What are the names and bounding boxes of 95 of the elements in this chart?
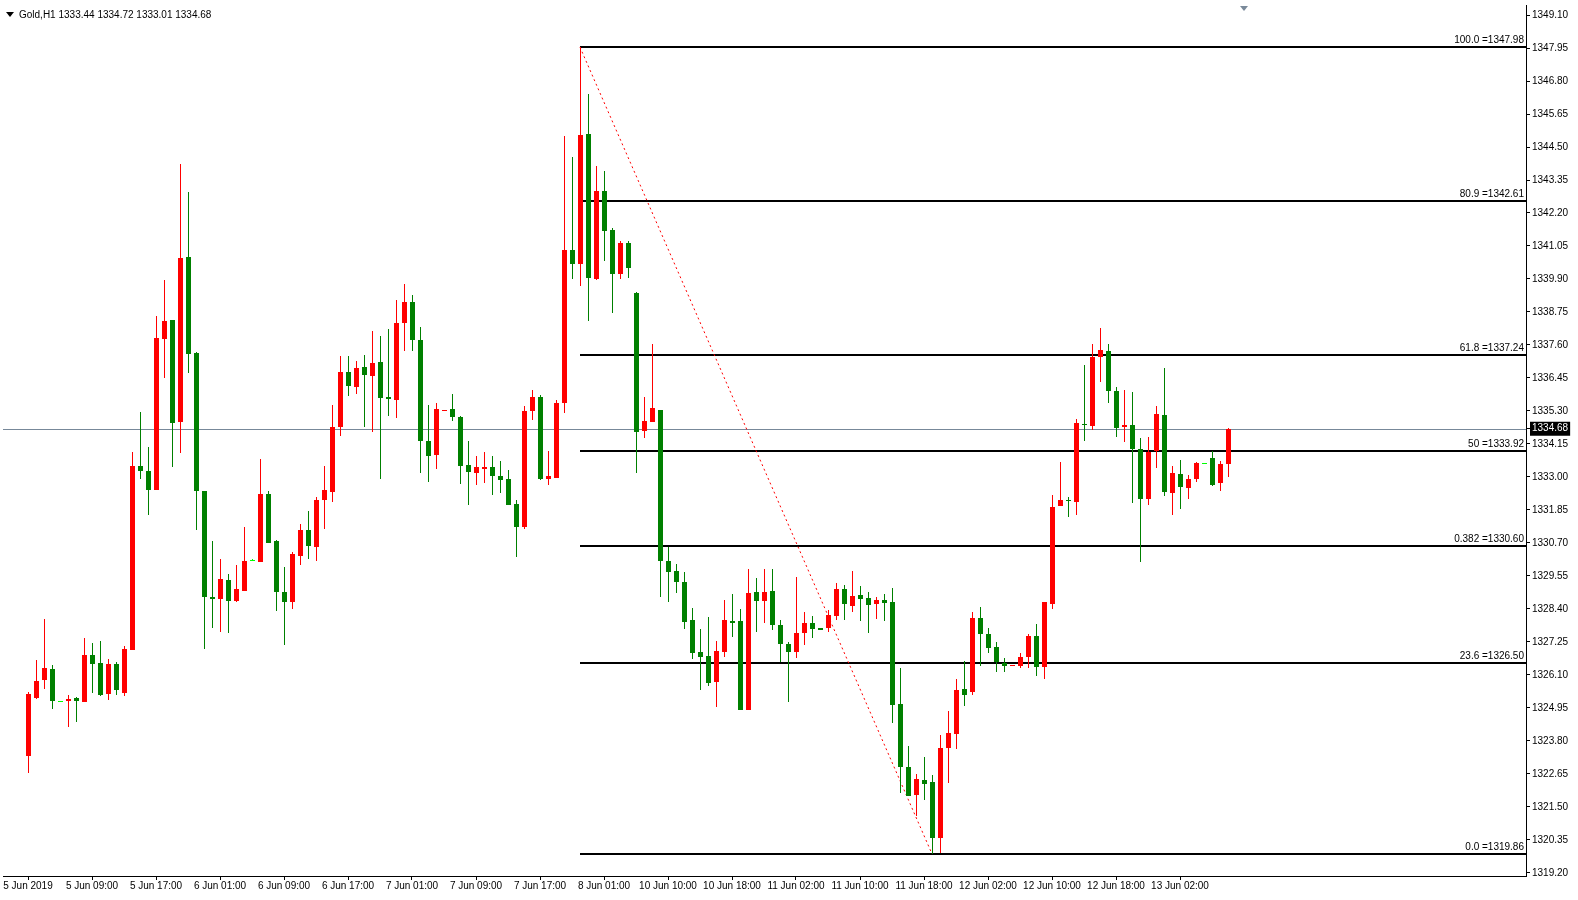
ref-line-label: 50 =1333.92	[1468, 438, 1525, 449]
y-tick-label: 1338.75	[1532, 305, 1569, 317]
x-tick-label: 12 Jun 18:00	[1087, 879, 1146, 891]
x-tick-label: 5 Jun 2019	[3, 879, 54, 891]
candlestick	[1058, 462, 1063, 506]
x-tick-label: 10 Jun 18:00	[703, 879, 762, 891]
y-tick-label: 1323.80	[1532, 734, 1569, 746]
ref-line-label: 100.0 =1347.98	[1454, 34, 1525, 45]
y-tick-label: 1334.15	[1532, 437, 1569, 449]
ref-line-label: 23.6 =1326.50	[1459, 650, 1525, 661]
y-tick-label: 1335.30	[1532, 404, 1569, 416]
x-tick-label: 11 Jun 18:00	[895, 879, 953, 891]
chart-title: Gold,H1 1333.44 1334.72 1333.01 1334.68	[19, 8, 212, 20]
candlestick	[426, 405, 431, 482]
y-tick-label: 1333.00	[1532, 470, 1569, 482]
candlestick	[210, 541, 215, 628]
candlestick	[322, 466, 327, 529]
candlestick	[1082, 365, 1087, 441]
y-tick-label: 1342.20	[1532, 206, 1569, 218]
y-tick-label: 1327.25	[1532, 635, 1569, 647]
candlestick	[66, 695, 71, 727]
y-tick-label: 1343.35	[1532, 173, 1569, 185]
x-tick-label: 13 Jun 02:00	[1151, 879, 1210, 891]
candlestick	[362, 355, 367, 427]
x-tick-label: 11 Jun 10:00	[831, 879, 889, 891]
y-tick-label: 1321.50	[1532, 800, 1569, 812]
candlestick	[474, 456, 479, 485]
x-tick-label: 12 Jun 10:00	[1023, 879, 1082, 891]
candlestick	[874, 597, 879, 619]
y-tick-label: 1336.45	[1532, 371, 1569, 383]
candlestick	[498, 461, 503, 493]
candlestick	[42, 619, 47, 689]
candlestick	[546, 451, 551, 485]
ref-line-label: 61.8 =1337.24	[1459, 342, 1525, 353]
candlestick	[946, 711, 951, 783]
y-tick-label: 1337.60	[1532, 338, 1569, 350]
y-tick-label: 1344.50	[1532, 140, 1569, 152]
candlestick	[962, 661, 967, 706]
x-tick-label: 6 Jun 17:00	[321, 879, 375, 891]
candlestick	[570, 157, 575, 279]
y-tick-label: 1330.70	[1532, 536, 1569, 548]
candlestick	[1066, 497, 1071, 517]
candlestick	[882, 594, 887, 621]
y-tick-label: 1331.85	[1532, 503, 1569, 515]
x-tick-label: 12 Jun 02:00	[959, 879, 1018, 891]
ref-line-label: 80.9 =1342.61	[1459, 188, 1525, 199]
y-tick-label: 1334.68	[1532, 422, 1569, 434]
y-tick-label: 1345.65	[1532, 107, 1569, 119]
y-tick-label: 1326.10	[1532, 668, 1569, 680]
candlestick	[698, 629, 703, 690]
x-tick-label: 5 Jun 09:00	[65, 879, 119, 891]
y-tick-label: 1349.10	[1532, 8, 1569, 20]
candlestick	[866, 592, 871, 633]
y-tick-label: 1319.20	[1532, 866, 1569, 878]
x-tick-label: 6 Jun 09:00	[257, 879, 311, 891]
candlestick	[650, 344, 655, 422]
x-tick-label: 7 Jun 17:00	[513, 879, 567, 891]
candlestick	[786, 642, 791, 702]
candlestick	[754, 578, 759, 632]
y-tick-label: 1347.95	[1532, 41, 1569, 53]
candlestick	[74, 697, 79, 722]
candlestick	[162, 280, 167, 378]
ref-line-label: 0.382 =1330.60	[1454, 533, 1525, 544]
y-tick-label: 1346.80	[1532, 74, 1569, 86]
y-tick-label: 1339.90	[1532, 272, 1569, 284]
x-tick-label: 11 Jun 02:00	[767, 879, 825, 891]
candlestick	[370, 331, 375, 432]
y-tick-label: 1341.05	[1532, 239, 1569, 251]
candlestick	[730, 594, 735, 637]
x-tick-label: 5 Jun 17:00	[129, 879, 183, 891]
candlestick	[762, 569, 767, 623]
x-tick-label: 6 Jun 01:00	[193, 879, 247, 891]
candlestick	[1002, 658, 1007, 672]
candlestick	[858, 586, 863, 621]
candlestick	[466, 441, 471, 505]
ref-line-label: 0.0 =1319.86	[1465, 841, 1525, 852]
candlestick	[482, 452, 487, 483]
x-tick-label: 8 Jun 01:00	[577, 879, 631, 891]
x-tick-label: 7 Jun 09:00	[449, 879, 503, 891]
y-tick-label: 1322.65	[1532, 767, 1569, 779]
candlestick	[666, 547, 671, 602]
y-tick-label: 1329.55	[1532, 569, 1569, 581]
x-tick-label: 7 Jun 01:00	[385, 879, 439, 891]
y-tick-label: 1320.35	[1532, 833, 1569, 845]
candlestick	[90, 643, 95, 693]
x-tick-label: 10 Jun 10:00	[639, 879, 698, 891]
candlestick	[1130, 392, 1135, 503]
y-tick-label: 1328.40	[1532, 602, 1569, 614]
candlestick	[138, 412, 143, 479]
candlestick	[386, 329, 391, 416]
candlestick	[282, 567, 287, 645]
candlestick	[1098, 328, 1103, 382]
candlestick	[922, 757, 927, 800]
y-tick-label: 1324.95	[1532, 701, 1569, 713]
candlestick	[1122, 390, 1127, 442]
